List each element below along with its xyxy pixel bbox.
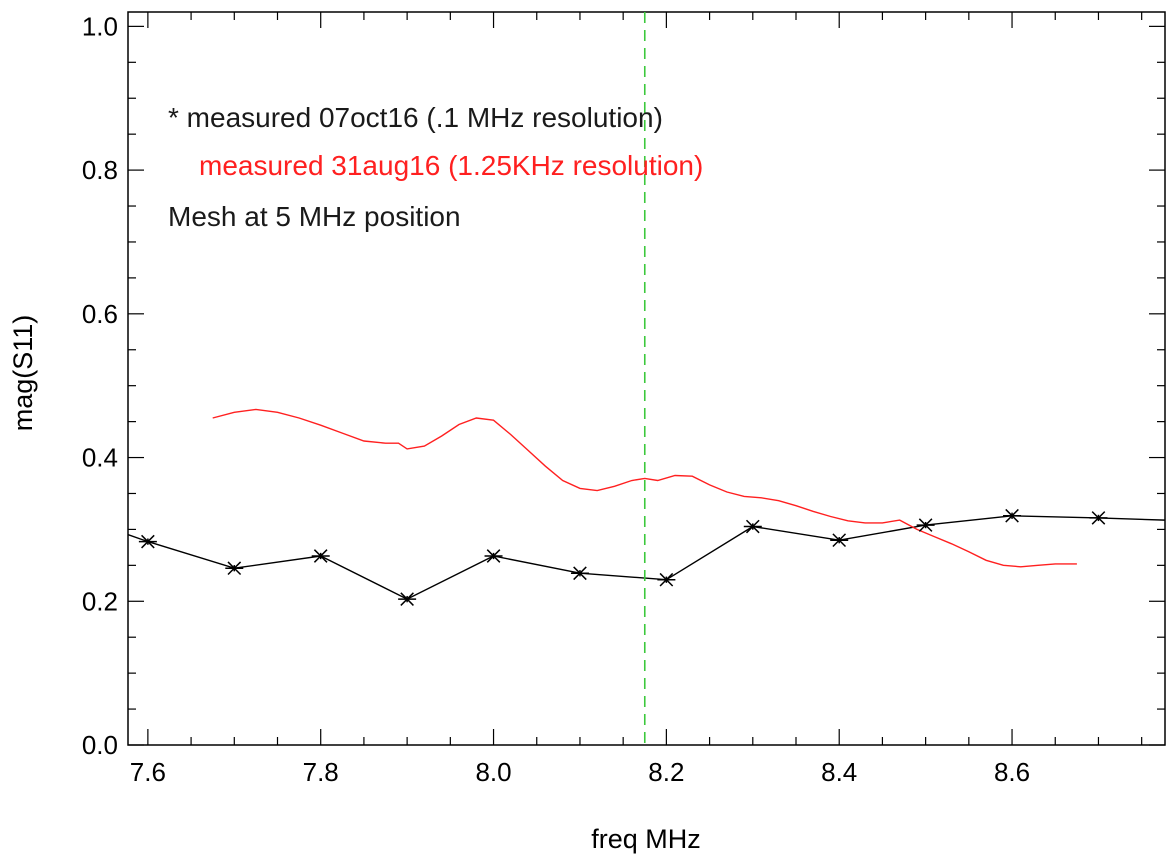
y-tick-label: 0.0	[82, 730, 118, 760]
y-axis-title: mag(S11)	[8, 315, 38, 432]
data-point-asterisk	[916, 518, 935, 532]
data-point-asterisk	[398, 592, 417, 606]
data-point-asterisk	[225, 561, 244, 576]
data-point-asterisk	[657, 572, 676, 587]
x-tick-label: 8.6	[994, 757, 1030, 787]
series-line-red	[212, 408, 1077, 568]
data-point-asterisk	[570, 566, 589, 581]
marker-layer	[138, 508, 1108, 606]
plot-frame-rect	[127, 11, 1166, 746]
x-tick-label: 8.2	[648, 757, 684, 787]
data-point-asterisk	[484, 549, 503, 563]
data-point-asterisk	[138, 534, 157, 549]
data-point-asterisk	[1089, 511, 1108, 525]
y-tick-label: 0.6	[82, 299, 118, 329]
y-tick-label: 0.8	[82, 155, 118, 185]
x-tick-label: 8.4	[821, 757, 857, 787]
data-point-asterisk	[830, 533, 849, 548]
data-point-asterisk	[311, 549, 330, 563]
y-tick-label: 0.2	[82, 586, 118, 616]
legend-entry-black-asterisk: * measured 07oct16 (.1 MHz resolution)	[168, 102, 663, 133]
x-tick-label: 7.6	[130, 757, 166, 787]
data-point-asterisk	[1003, 508, 1022, 523]
x-tick-label: 8.0	[475, 757, 511, 787]
y-tick-label: 1.0	[82, 11, 118, 41]
legend-entry-red-line: measured 31aug16 (1.25KHz resolution)	[199, 150, 703, 181]
data-point-asterisk	[743, 519, 762, 534]
series-layer	[128, 408, 1165, 600]
legend-entry-mesh: Mesh at 5 MHz position	[168, 201, 461, 232]
x-axis-title: freq MHz	[591, 824, 701, 854]
x-tick-label: 7.8	[303, 757, 339, 787]
y-tick-label: 0.4	[82, 443, 118, 473]
tick-labels: 7.6 7.8 8.0 8.2 8.4 8.6 0.0 0.2 0.4 0.6 0.8 1.0	[82, 11, 1030, 787]
series-line-black	[128, 515, 1165, 600]
axis-ticks	[128, 12, 1165, 746]
plot-frame	[127, 11, 1166, 746]
